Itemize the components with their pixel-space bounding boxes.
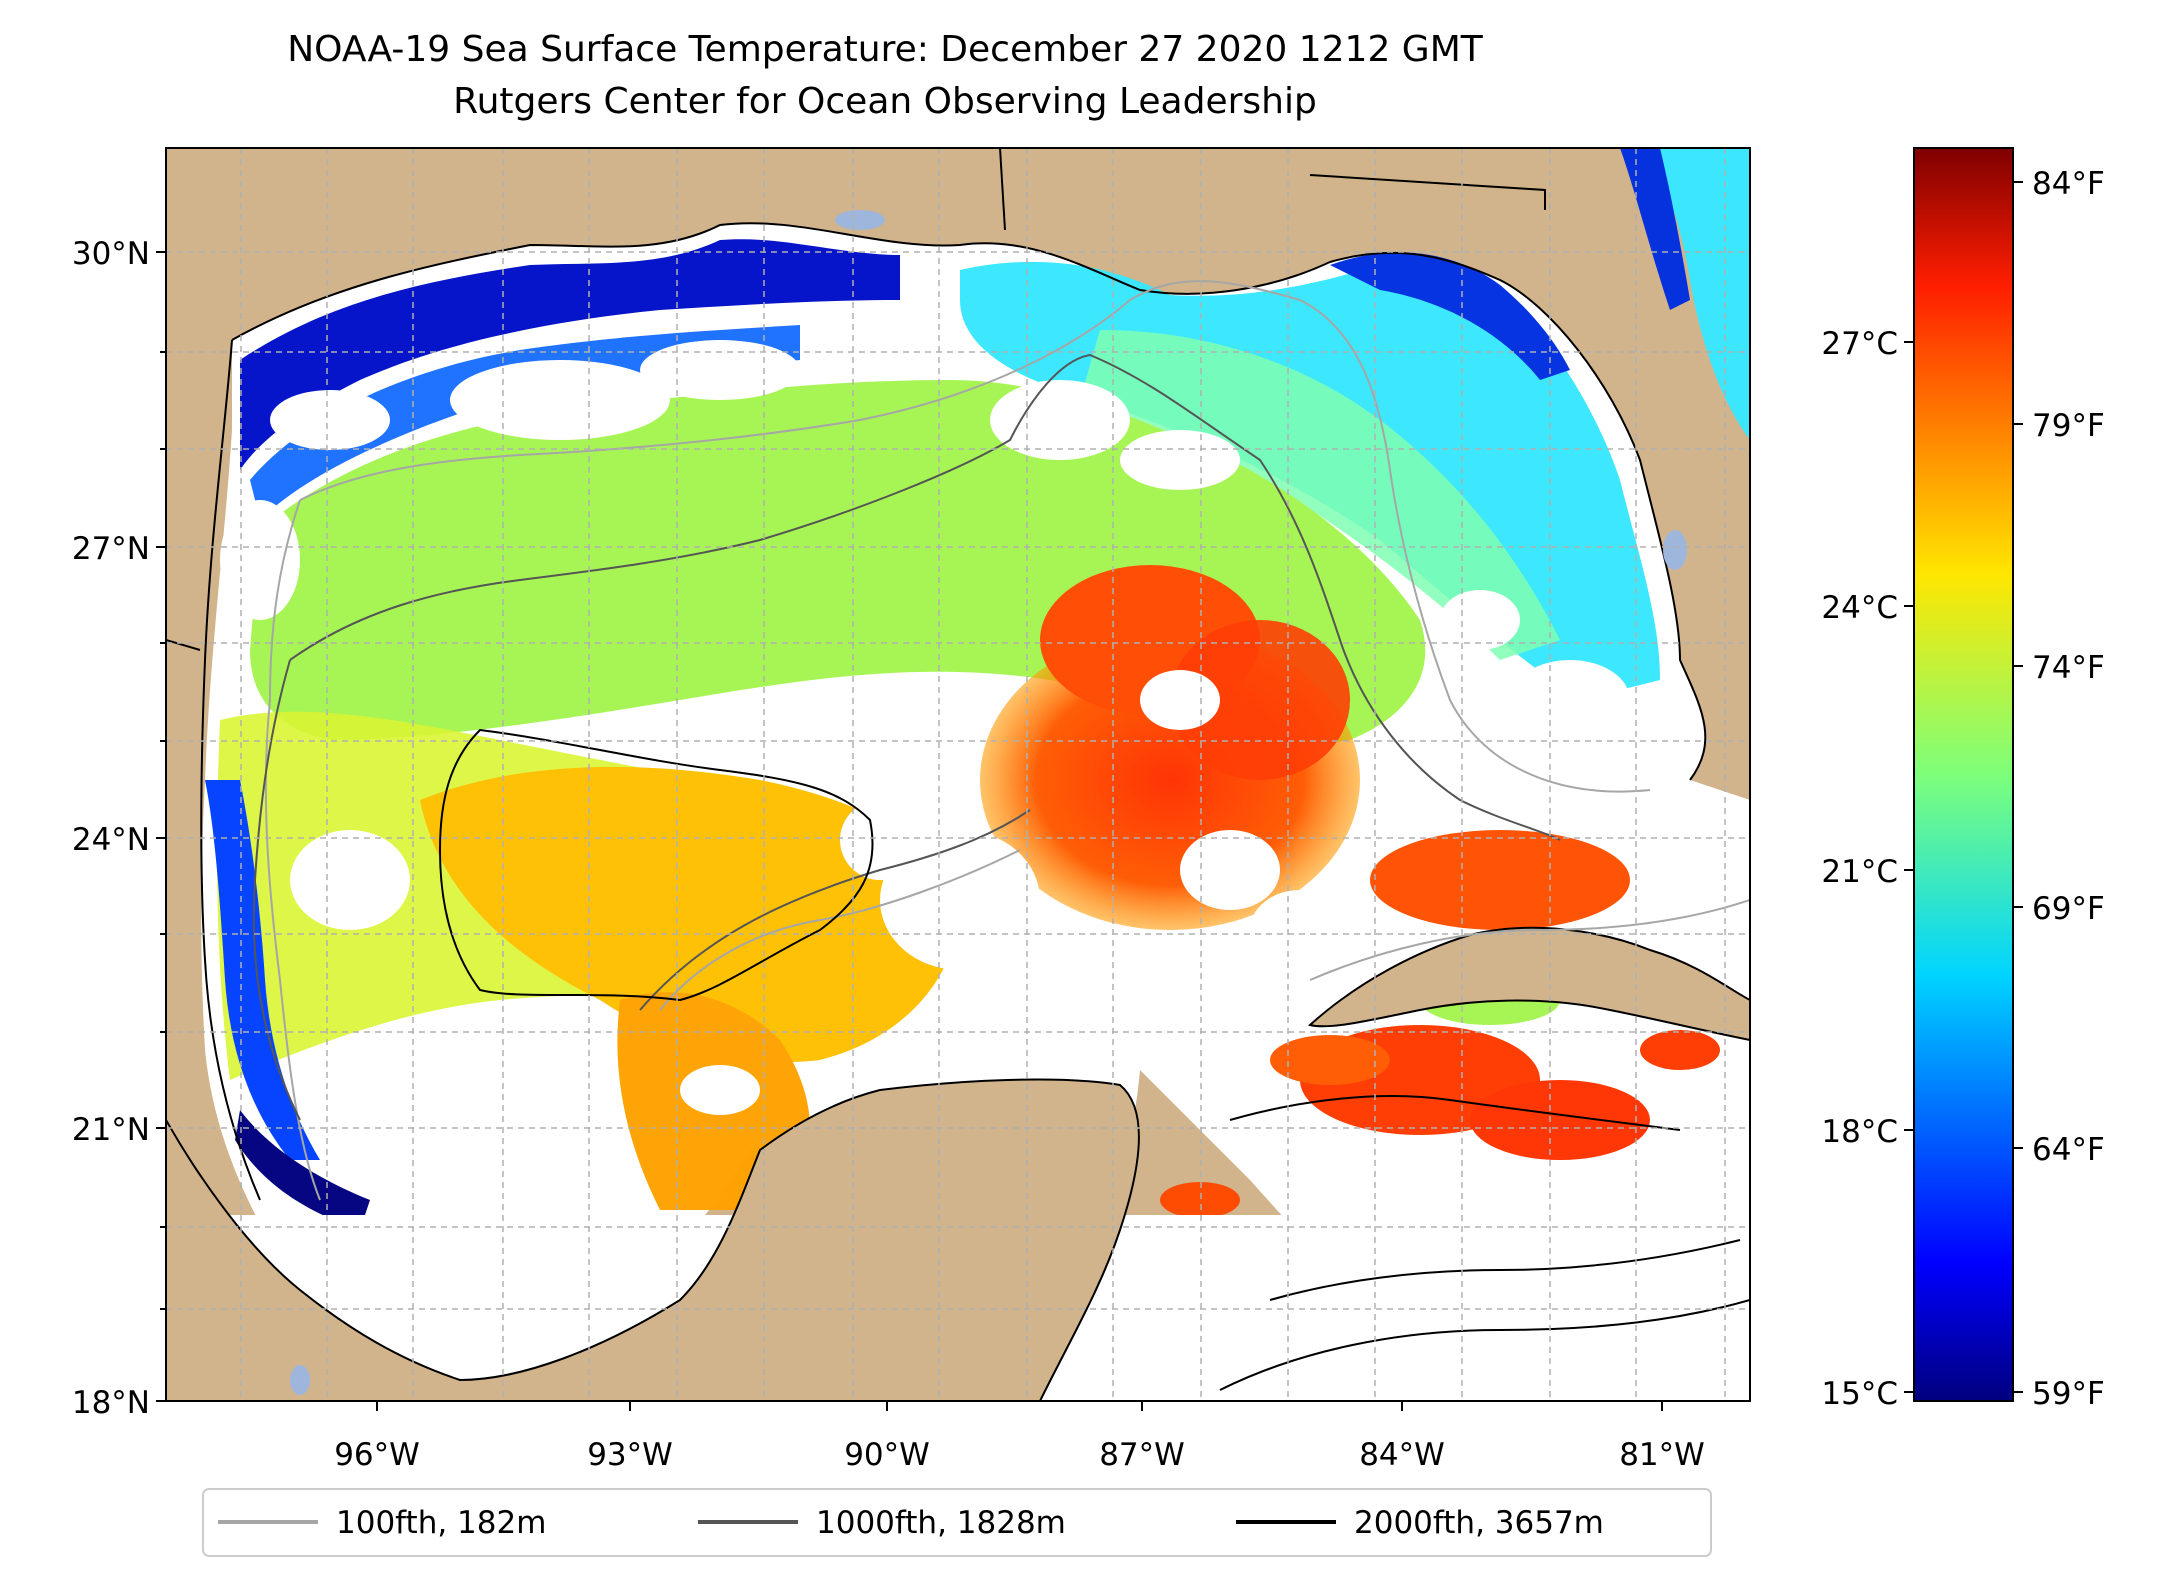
sst-map[interactable] [166,148,1750,1401]
map-frame [165,147,1751,1402]
celsius-tick-label: 24°C [1821,590,1898,626]
fahrenheit-tick-label: 59°F [2032,1376,2105,1412]
legend-label: 2000fth, 3657m [1354,1505,1604,1541]
colorbar: 27°C 24°C 21°C 18°C 15°C 84°F 79°F 74°F … [1821,147,2105,1412]
legend-label: 1000fth, 1828m [816,1505,1066,1541]
celsius-tick-label: 18°C [1821,1114,1898,1150]
bathymetry-1000fth [252,353,1561,1121]
latitude-axis: 30°N 27°N 24°N 21°N 18°N [72,236,166,1421]
fahrenheit-tick-label: 64°F [2032,1132,2105,1168]
legend: 100fth, 182m 1000fth, 1828m 2000fth, 365… [202,1488,1712,1557]
celsius-tick-label: 21°C [1821,854,1898,890]
sst-color-field [205,148,1750,1230]
coastline [166,148,1707,1201]
longitude-axis: 96°W 93°W 90°W 87°W 84°W 81°W [334,1401,1705,1473]
lat-tick-label: 18°N [72,1385,150,1421]
fahrenheit-tick-label: 74°F [2032,650,2105,686]
legend-label: 100fth, 182m [336,1505,546,1541]
lat-tick-label: 24°N [72,822,150,858]
lon-tick-label: 84°W [1359,1437,1445,1473]
celsius-tick-label: 27°C [1821,326,1898,362]
lon-tick-label: 90°W [844,1437,930,1473]
bathymetry-100fth [264,280,1750,1201]
map-gridlines [166,148,1750,1401]
lon-tick-label: 96°W [334,1437,420,1473]
lon-tick-label: 81°W [1619,1437,1705,1473]
figure-subtitle: Rutgers Center for Ocean Observing Leade… [453,81,1317,122]
fahrenheit-tick-label: 84°F [2032,166,2105,202]
land-south [166,926,1750,1401]
fahrenheit-tick-label: 69°F [2032,891,2105,927]
lat-tick-label: 30°N [72,236,150,272]
figure-title: NOAA-19 Sea Surface Temperature: Decembe… [287,29,1483,70]
lon-tick-label: 93°W [587,1437,673,1473]
lon-tick-label: 87°W [1099,1437,1185,1473]
bathymetry-2000fth [438,728,1750,1391]
celsius-tick-label: 15°C [1821,1376,1898,1412]
colorbar-gradient [1913,147,2014,1402]
inland-water [290,210,1687,1395]
fahrenheit-tick-label: 79°F [2032,408,2105,444]
lat-tick-label: 27°N [72,531,150,567]
lat-tick-label: 21°N [72,1112,150,1148]
